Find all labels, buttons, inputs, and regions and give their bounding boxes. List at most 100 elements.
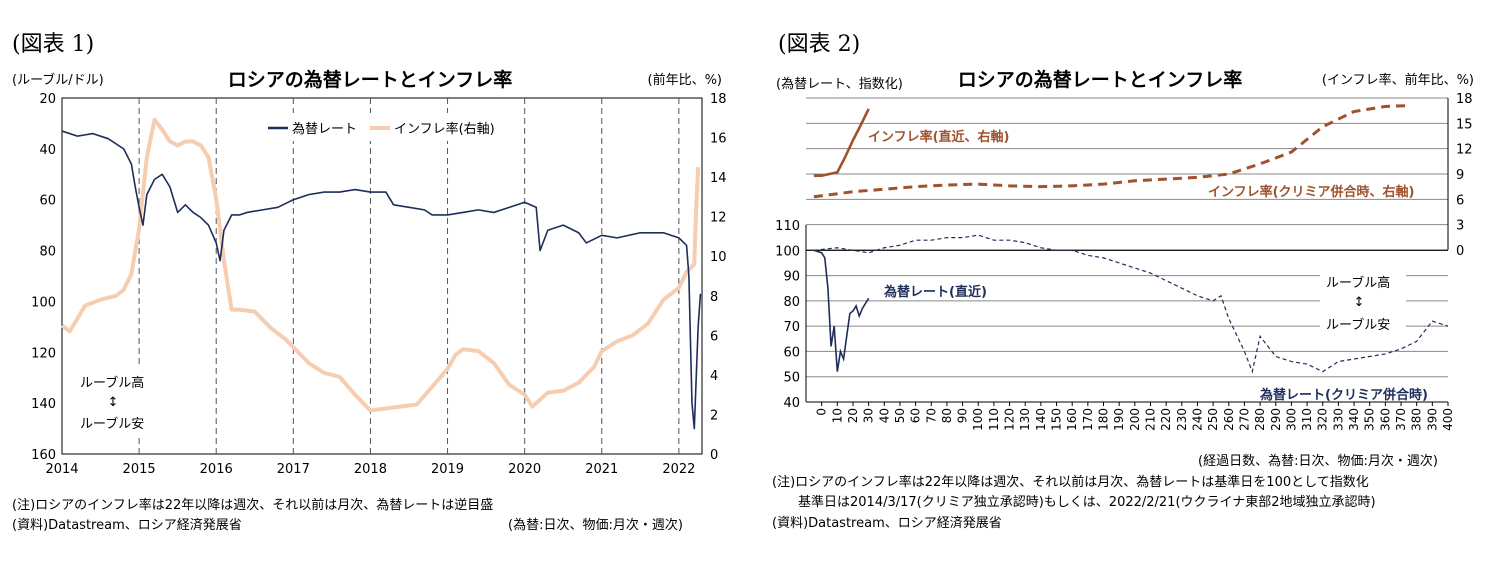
ruble-weak-label-2: ルーブル安 xyxy=(1326,317,1390,333)
series-inflation-line xyxy=(60,117,701,413)
figure2-note1: (注)ロシアのインフレ率は22年以降は週次、それ以前は月次、為替レートは基準日を… xyxy=(772,475,1369,490)
chart1-grid xyxy=(138,98,680,454)
chart2: ロシアの為替レートとインフレ率 (為替レート、指数化) (インフレ率、前年比、%… xyxy=(775,68,1474,431)
chart2-x-tick-label: 330 xyxy=(1331,408,1345,431)
chart1-right-tick-label: 18 xyxy=(710,92,727,107)
ruble-arrow-icon-2: ↕ xyxy=(1354,295,1365,310)
legend-fx-label: 為替レート xyxy=(292,121,357,137)
chart1-left-tick-label: 60 xyxy=(39,194,56,209)
label-inflation-recent: インフレ率(直近、右軸) xyxy=(868,129,1010,145)
chart2-left-tick-label: 80 xyxy=(783,295,800,310)
chart1-left-tick-label: 20 xyxy=(39,92,56,107)
chart2-x-tick-label: 290 xyxy=(1269,408,1283,431)
chart2-left-tick-label: 70 xyxy=(783,320,800,335)
figure1-source: (資料)Datastream、ロシア経済発展省 xyxy=(12,518,242,533)
chart1-left-tick-label: 100 xyxy=(31,295,56,310)
chart1-right-tick-label: 16 xyxy=(710,132,727,147)
chart2-x-tick-label: 90 xyxy=(956,408,970,423)
chart1-left-tick-label: 120 xyxy=(31,346,56,361)
chart2-x-tick-label: 200 xyxy=(1128,408,1142,431)
chart2-x-tick-label: 120 xyxy=(1003,408,1017,431)
chart2-x-tick-label: 380 xyxy=(1410,408,1424,431)
chart2-x-tick-label: 280 xyxy=(1253,408,1267,431)
chart1-x-tick-label: 2018 xyxy=(354,462,387,477)
chart1-right-tick-label: 10 xyxy=(710,250,727,265)
chart2-x-tick-label: 370 xyxy=(1394,408,1408,431)
chart2-left-tick-label: 100 xyxy=(775,244,800,259)
chart1-series xyxy=(60,117,702,430)
chart2-right-tick-label: 18 xyxy=(1456,92,1473,107)
chart2-x-tick-label: 220 xyxy=(1159,408,1173,431)
chart2-x-tick-label: 400 xyxy=(1441,408,1455,431)
chart2-x-tick-label: 50 xyxy=(893,408,907,423)
chart2-x-tick-label: 190 xyxy=(1112,408,1126,431)
chart2-x-tick-label: 140 xyxy=(1034,408,1048,431)
chart1-x-tick-label: 2017 xyxy=(277,462,310,477)
chart1-x-tick-label: 2021 xyxy=(585,462,618,477)
chart1-x-tick-label: 2014 xyxy=(45,462,78,477)
chart2-left-tick-label: 90 xyxy=(783,270,800,285)
chart2-x-tick-label: 250 xyxy=(1206,408,1220,431)
chart1-x-tick-label: 2016 xyxy=(200,462,233,477)
chart1-right-tick-label: 12 xyxy=(710,211,727,226)
series-fx-recent xyxy=(813,249,870,372)
chart2-series xyxy=(813,104,1449,374)
chart2-x-tick-label: 70 xyxy=(924,408,938,423)
series-inflation-crimea xyxy=(813,104,1409,199)
chart2-x-tick-label: 310 xyxy=(1300,408,1314,431)
chart2-right-tick-label: 0 xyxy=(1456,244,1464,259)
series-fx-line xyxy=(61,130,702,430)
chart1-x-tick-label: 2022 xyxy=(662,462,695,477)
chart1-left-tick-label: 140 xyxy=(31,397,56,412)
chart2-x-ticks: 0 10 20 30 40 50 60 70 80 90 100 110 120 130 140 150 160… xyxy=(815,402,1455,431)
chart2-x-tick-label: 260 xyxy=(1222,408,1236,431)
chart2-x-tick-label: 40 xyxy=(877,408,891,423)
chart2-grid xyxy=(805,97,1449,403)
ruble-strong-label: ルーブル高 xyxy=(80,375,144,391)
chart2-x-tick-label: 0 xyxy=(815,408,829,416)
chart2-right-tick-label: 15 xyxy=(1456,117,1473,132)
chart2-left-unit: (為替レート、指数化) xyxy=(776,76,903,92)
chart1-right-tick-label: 2 xyxy=(710,408,718,423)
chart2-x-tick-label: 390 xyxy=(1425,408,1439,431)
chart1-right-tick-label: 14 xyxy=(710,171,727,186)
chart2-right-tick-label: 6 xyxy=(1456,193,1464,208)
chart2-x-tick-label: 270 xyxy=(1237,408,1251,431)
chart2-right-tick-label: 9 xyxy=(1456,168,1464,183)
chart1-left-tick-label: 40 xyxy=(39,143,56,158)
series-inflation-recent xyxy=(813,108,870,177)
chart2-ruble-annotation: ルーブル高 ↕ ルーブル安 xyxy=(1320,270,1406,342)
ruble-weak-label: ルーブル安 xyxy=(80,416,144,432)
chart2-x-tick-label: 110 xyxy=(987,408,1001,431)
chart2-x-tick-label: 210 xyxy=(1143,408,1157,431)
chart1-right-tick-label: 0 xyxy=(710,448,718,463)
chart1-x-ticks: 2014 2015 2016 2017 2018 2019 2020 2021 2022 xyxy=(45,462,695,477)
chart2-x-tick-label: 360 xyxy=(1378,408,1392,431)
chart2-x-tick-label: 20 xyxy=(846,408,860,423)
chart2-x-tick-label: 10 xyxy=(830,408,844,423)
chart2-title: ロシアの為替レートとインフレ率 xyxy=(958,68,1242,91)
chart2-x-tick-label: 300 xyxy=(1284,408,1298,431)
chart2-x-tick-label: 340 xyxy=(1347,408,1361,431)
chart1-legend: 為替レート インフレ率(右軸) xyxy=(262,113,520,141)
chart1-plot-area xyxy=(61,97,703,455)
chart1-x-tick-label: 2020 xyxy=(508,462,541,477)
chart1-right-tick-label: 4 xyxy=(710,369,718,384)
ruble-arrow-icon: ↕ xyxy=(108,395,119,410)
label-inflation-crimea: インフレ率(クリミア併合時、右軸) xyxy=(1208,184,1415,200)
chart1-right-tick-label: 6 xyxy=(710,329,718,344)
chart2-x-tick-label: 160 xyxy=(1065,408,1079,431)
figure1-label: (図表 1) xyxy=(12,32,95,57)
label-fx-crimea: 為替レート(クリミア併合時) xyxy=(1260,387,1428,403)
chart2-right-tick-label: 3 xyxy=(1456,219,1464,234)
chart2-x-tick-label: 100 xyxy=(971,408,985,431)
chart2-left-ticks: 40 50 60 70 80 90 100 110 xyxy=(775,219,800,411)
figure2-note2: 基準日は2014/3/17(クリミア独立承認時)もしくは、2022/2/21(ウ… xyxy=(798,495,1376,510)
chart1-x-tick-label: 2015 xyxy=(123,462,156,477)
chart2-x-tick-label: 240 xyxy=(1190,408,1204,431)
chart2-right-unit: (インフレ率、前年比、%) xyxy=(1322,72,1474,88)
chart2-x-tick-label: 350 xyxy=(1363,408,1377,431)
chart2-x-tick-label: 150 xyxy=(1050,408,1064,431)
series-fx-crimea xyxy=(813,234,1449,374)
chart1-left-ticks: 20 40 60 80 100 120 140 160 xyxy=(31,92,56,463)
